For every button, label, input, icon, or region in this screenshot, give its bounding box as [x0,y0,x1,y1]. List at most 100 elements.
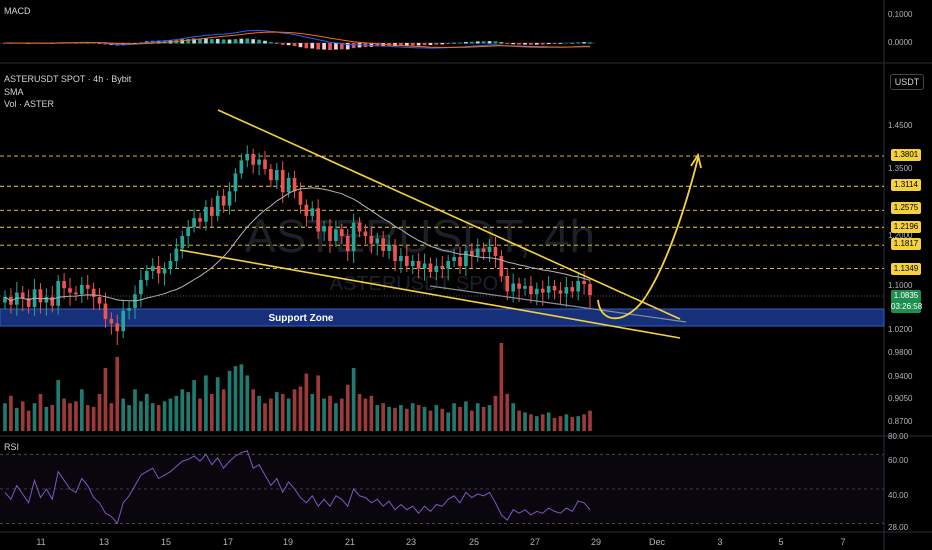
volume-bar [127,405,131,431]
volume-bar [499,343,504,431]
macd-bar [404,43,409,46]
macd-bar [446,43,451,44]
volume-bar [192,380,196,431]
macd-bar [440,43,445,45]
candle-body [156,266,161,274]
volume-bar [564,414,569,431]
candle-body [570,287,575,292]
volume-bar [363,398,368,431]
time-axis-label: 23 [406,537,416,547]
wedge-lower-trendline[interactable] [179,249,681,339]
volume-bar [588,410,592,431]
time-axis-label: 7 [840,537,845,547]
candle-body [582,281,586,284]
macd-bar [274,42,279,44]
volume-bar [156,405,161,431]
volume-indicator-label[interactable]: Vol · ASTER [4,99,55,109]
candle-body [576,281,581,292]
candle-body [168,261,173,269]
candle-body [552,286,557,291]
volume-bar [452,403,456,431]
candle-body [109,319,114,324]
sma-indicator-label[interactable]: SMA [4,87,24,97]
candle-body [221,195,226,206]
macd-axis-label: 0.0000 [888,38,913,47]
candle-body [115,323,120,332]
volume-bar [144,393,149,431]
volume-bar [103,368,108,431]
price-level-badge[interactable]: 1.3801 [891,149,921,161]
rsi-axis-label: 80.00 [888,432,909,441]
volume-bar [20,401,25,431]
volume-bar [32,403,37,431]
volume-bar [62,398,66,431]
volume-bar [422,406,427,431]
candle-body [469,251,474,256]
candle-body [322,226,326,232]
volume-bar [546,412,551,431]
macd-bar [257,39,261,44]
candle-body [298,191,303,205]
volume-bar [139,401,143,431]
volume-bar [481,406,486,431]
candle-body [180,236,185,249]
macd-bar [316,43,321,50]
candle-body [540,288,545,293]
price-level-badge[interactable]: 1.3114 [891,179,921,191]
rsi-axis-label: 28.00 [888,523,909,532]
macd-bar [534,43,539,45]
volume-bar [56,380,61,431]
volume-bar [487,405,492,431]
gray-trendline[interactable] [429,285,687,323]
candle-body [239,160,244,174]
volume-bar [162,401,167,431]
volume-bar [292,389,297,431]
projection-path[interactable] [597,157,699,320]
macd-bar [322,43,326,50]
volume-bar [274,392,279,431]
price-level-badge[interactable]: 1.1349 [891,263,921,275]
candle-body [174,248,179,261]
price-level-badge[interactable]: 1.2196 [891,221,921,233]
currency-unit-button[interactable]: USDT [890,74,924,90]
volume-bar [215,377,220,431]
candle-body [487,247,492,252]
macd-bar [334,43,338,50]
macd-bar [227,39,232,44]
time-axis: 11 13 15 17 19 21 23 25 27 29 Dec 3 5 7 [36,537,845,547]
macd-bar [452,42,456,44]
macd-bar [369,43,374,47]
macd-bar [286,43,291,46]
symbol-title[interactable]: ASTERUSDT SPOT · 4h · Bybit [4,74,132,84]
candle-body [351,222,356,251]
candle-body [26,298,31,307]
price-level-badge[interactable]: 1.2575 [891,202,921,214]
candle-body [103,303,108,319]
price-level-badge[interactable]: 1.1817 [891,238,921,250]
macd-bar [245,38,250,44]
time-axis-label: 29 [591,537,601,547]
candle-body [192,218,196,228]
macd-bar [156,40,161,44]
macd-bar [304,43,309,49]
candle-body [564,287,569,294]
candle-body [499,256,504,276]
support-zone[interactable] [0,308,885,327]
candle-body [546,286,551,293]
wedge-upper-trendline[interactable] [217,109,681,320]
macd-bar [493,41,498,44]
candle-body [387,245,391,251]
volume-bar [239,364,244,431]
rsi-axis-label: 60.00 [888,456,909,465]
volume-bar [85,405,90,431]
candle-body [529,286,533,295]
candle-body [127,308,131,311]
volume-bar [150,403,155,431]
price-axis-label: 0.9050 [888,394,913,403]
candle-body [434,266,439,272]
volume-bar [115,356,120,431]
macd-bar [410,43,415,46]
volume-bar [464,401,468,431]
macd-bar [292,43,297,47]
